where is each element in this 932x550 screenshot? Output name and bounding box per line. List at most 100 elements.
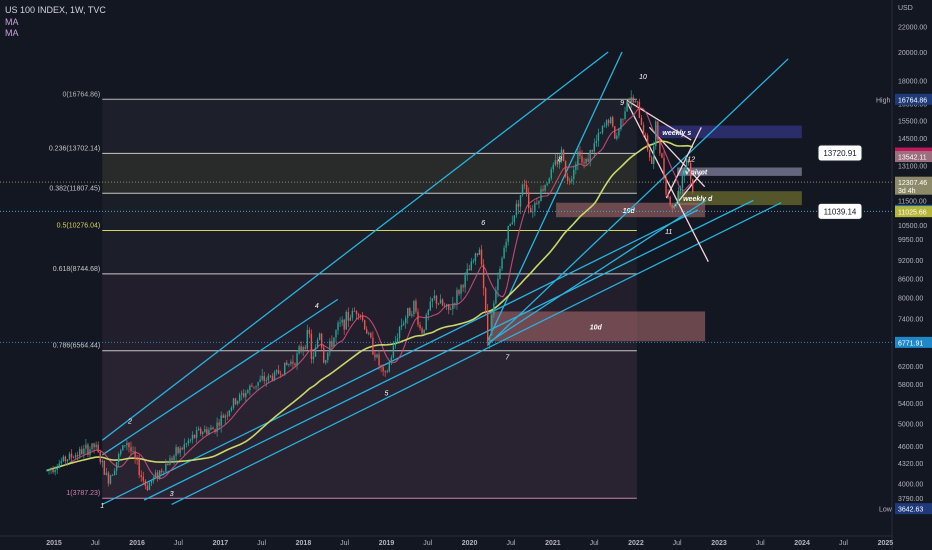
candle-body (296, 353, 298, 366)
price-callout-box[interactable] (817, 144, 863, 162)
candle-body (419, 324, 421, 329)
fib-zone (102, 350, 637, 499)
ma-long-line[interactable] (46, 140, 694, 472)
candle-body (480, 249, 483, 265)
candle-body (347, 311, 349, 321)
trend-line[interactable] (171, 202, 782, 506)
candle-body (259, 379, 261, 382)
fib-level-label: 1(3787.23) (66, 490, 100, 497)
candle-body (441, 299, 444, 306)
x-tick-label: 2025 (878, 540, 894, 547)
candle-body (443, 305, 446, 307)
fib-level-label: 0.5(10276.04) (57, 223, 101, 230)
candle-body (363, 320, 366, 330)
candle-body (489, 335, 491, 342)
y-tick-label: 15500.00 (898, 118, 927, 125)
wedge-line[interactable] (665, 127, 702, 199)
candle-body (351, 310, 354, 318)
candle-body (290, 361, 292, 365)
candle-body (429, 301, 431, 311)
candle-body (653, 146, 655, 164)
candle-body (562, 149, 565, 162)
candle-body (607, 120, 610, 124)
candle-body (427, 310, 429, 315)
candle-body (620, 118, 622, 130)
candle-body (558, 159, 561, 165)
candle-body (187, 440, 190, 444)
candle-body (261, 376, 263, 380)
y-tick-label: 5000.00 (898, 422, 923, 429)
trend-line[interactable] (487, 199, 707, 344)
candle-body (484, 288, 487, 311)
candle-body (550, 169, 552, 179)
candle-body (288, 364, 290, 365)
candle-body (132, 450, 134, 452)
fib-zone (102, 99, 637, 154)
candle-body (605, 120, 608, 126)
x-tick-label: 2019 (379, 540, 395, 547)
candle-body (183, 444, 185, 450)
zone-box[interactable] (677, 191, 802, 206)
candle-body (404, 318, 407, 324)
trend-line[interactable] (486, 51, 623, 342)
price-callout-box[interactable] (817, 202, 863, 220)
ma-legend-2[interactable]: MA (5, 28, 19, 38)
trend-line[interactable] (143, 199, 754, 501)
candle-body (152, 477, 155, 481)
ma-legend-1[interactable]: MA (5, 17, 19, 27)
y-tick-label: 14500.00 (898, 136, 927, 143)
zone-label: 10d (590, 324, 603, 331)
ma-short-line[interactable] (46, 107, 694, 479)
candle-body (345, 311, 347, 330)
candle-body (284, 362, 286, 376)
candle-body (556, 160, 559, 165)
candle-body (671, 204, 673, 209)
price-callout-label: 13720.91 (823, 149, 857, 158)
candle-body (146, 485, 149, 490)
trend-line[interactable] (487, 58, 789, 346)
candle-body (566, 176, 569, 181)
candle-body (521, 184, 524, 196)
candle-body (425, 314, 427, 330)
candle-body (177, 447, 179, 454)
trend-line[interactable] (101, 51, 609, 441)
price-callout-label: 11039.14 (824, 207, 857, 216)
trend-line[interactable] (101, 298, 339, 456)
x-tick-label: Jul (673, 540, 682, 547)
wave-label: 3 (170, 491, 174, 498)
candle-body (81, 449, 83, 455)
x-tick-label: 2016 (129, 540, 145, 547)
candle-body (554, 160, 557, 165)
candle-body (400, 324, 403, 327)
candle-body (384, 371, 386, 373)
candle-body (154, 472, 157, 478)
candle-body (329, 341, 331, 353)
zone-box[interactable] (656, 125, 802, 139)
candle-body (673, 205, 675, 209)
candle-body (199, 428, 202, 434)
candle-body (224, 415, 226, 418)
candle-body (583, 162, 585, 164)
candle-body (372, 337, 374, 355)
candle-body (142, 476, 144, 481)
trend-line[interactable] (101, 209, 699, 506)
zone-box[interactable] (677, 167, 802, 176)
zone-box[interactable] (490, 311, 706, 342)
zone-box[interactable] (556, 202, 706, 218)
candle-body (243, 393, 245, 397)
candle-body (269, 375, 272, 377)
wedge-line[interactable] (626, 101, 709, 262)
candle-body (216, 422, 218, 432)
candle-body (320, 333, 323, 348)
candle-body (210, 427, 212, 430)
price-axis-badge-sub: 3d 4h (898, 188, 916, 195)
candle-body (386, 371, 388, 373)
candle-body (310, 333, 313, 360)
x-tick-label: Jul (756, 540, 765, 547)
candle-body (126, 442, 128, 446)
candle-body (597, 132, 600, 141)
y-tick-label: 4600.00 (898, 444, 923, 451)
zone-label: weekly d (683, 196, 713, 203)
candle-body (659, 139, 661, 154)
